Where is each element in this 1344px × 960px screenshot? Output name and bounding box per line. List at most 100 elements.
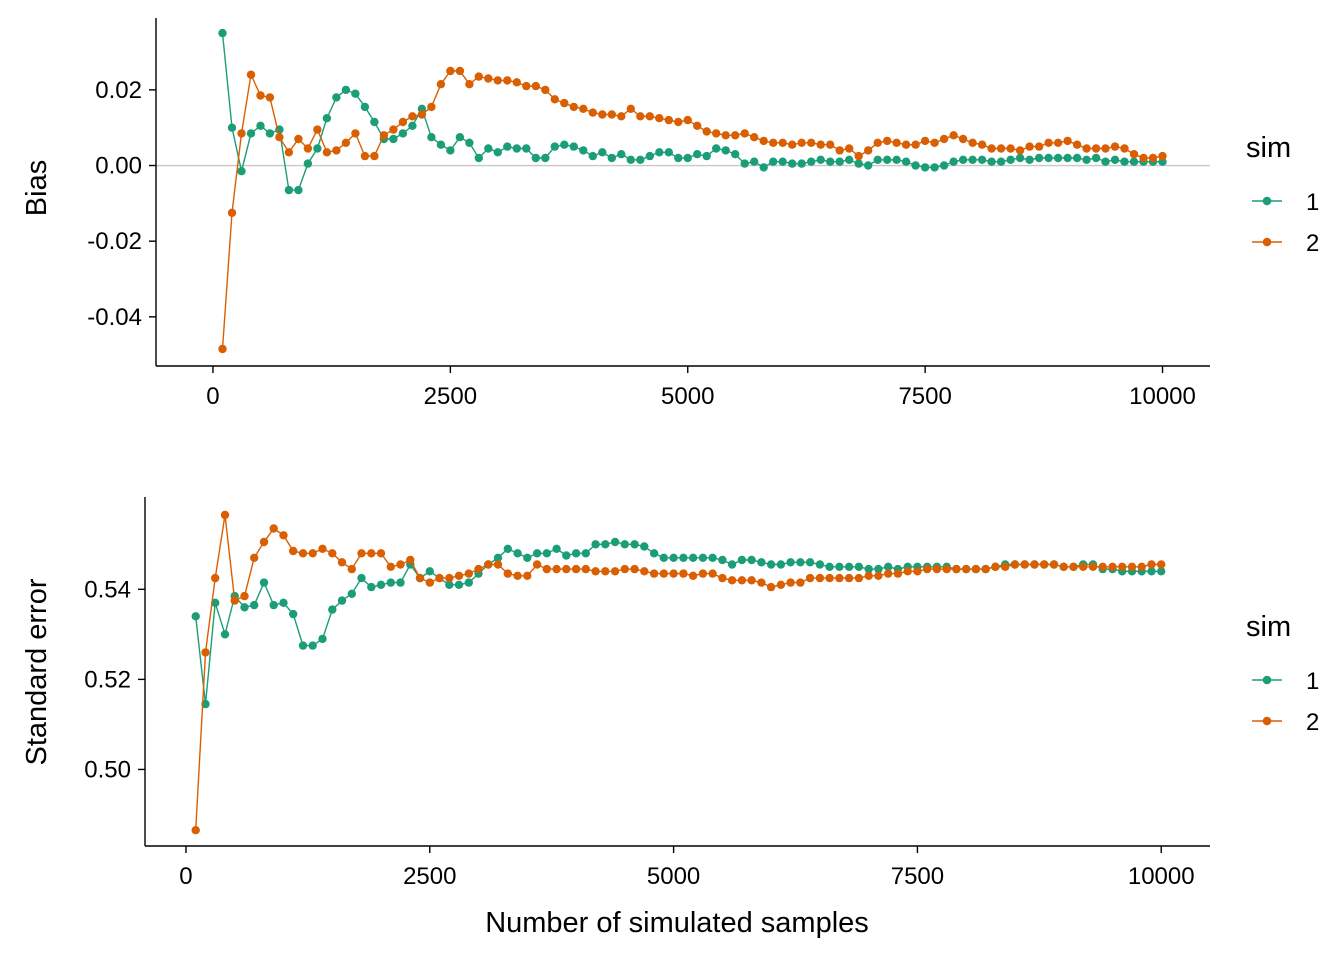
bias-series-2-point — [1120, 144, 1129, 153]
se-series-1-point — [308, 641, 317, 650]
bias-series-1-point — [664, 148, 673, 157]
se-series-2-point — [1069, 562, 1078, 571]
bias-series-2-point — [721, 131, 730, 140]
bias-series-1-point — [484, 144, 493, 153]
se-series-1-point — [581, 549, 590, 558]
bias-series-1-point — [1053, 153, 1063, 163]
bias-series-1-point — [522, 144, 531, 153]
se-series-2-point — [445, 573, 454, 583]
bias-series-2-point — [949, 131, 958, 140]
se-series-1-point — [552, 544, 561, 553]
se-series-2-point — [854, 573, 864, 583]
se-series-2-point — [337, 558, 347, 567]
bias-series-2-point — [655, 114, 664, 123]
se-series-2-point — [298, 549, 308, 558]
se-series-2-point — [454, 571, 464, 580]
se-x-tick-label: 0 — [179, 863, 192, 890]
bias-series-1-point — [655, 148, 664, 157]
bias-series-1-point — [1110, 155, 1120, 164]
se-series-1-point — [425, 567, 434, 576]
se-series-1-point — [445, 580, 454, 589]
se-series-2-point — [532, 560, 542, 569]
se-series-2-point — [1020, 560, 1029, 569]
bias-legend-key-2-point — [1262, 237, 1272, 247]
bias-series-1-point — [854, 159, 863, 168]
se-y-axis-title: Standard error — [21, 578, 53, 765]
bias-series-1-point — [864, 161, 873, 170]
se-series-1-point — [542, 549, 551, 558]
se-series-2-point — [1010, 560, 1020, 569]
se-series-2-point — [688, 571, 698, 580]
bias-series-1-point — [1101, 157, 1110, 166]
bias-series-2-point — [920, 136, 930, 146]
se-series-2-point — [1127, 562, 1137, 571]
se-series-1-point — [191, 612, 200, 621]
bias-series-2-point — [958, 134, 968, 144]
se-series-2-point — [240, 591, 249, 601]
bias-series-1-point — [636, 155, 645, 164]
se-series-2-point — [1157, 560, 1166, 569]
bias-series-2-point — [1053, 138, 1063, 147]
se-series-2-point — [913, 567, 922, 576]
bias-series-1-point — [987, 157, 996, 166]
bias-series-1-point — [284, 185, 294, 195]
se-series-1-point — [220, 630, 230, 639]
bias-series-1-point — [901, 157, 911, 166]
bias-series-1-point — [256, 121, 265, 130]
bias-series-1-point — [920, 163, 930, 172]
se-series-1-point — [1157, 567, 1166, 576]
se-series-1-point — [610, 537, 620, 547]
se-series-2-point — [991, 562, 1000, 571]
se-series-1-point — [708, 553, 717, 562]
bias-series-1-point — [398, 129, 408, 138]
se-series-2-point — [464, 569, 473, 578]
bias-series-2-point — [607, 110, 616, 119]
bias-series-1-point — [503, 142, 512, 151]
se-series-2-point — [386, 562, 395, 571]
se-legend-key-2-point — [1262, 716, 1272, 726]
se-series-1-point — [250, 600, 259, 610]
se-series-1-point — [757, 558, 766, 567]
standard-error-panel: 0 2500 5000 7500 10000 0.50 0.52 0.54 Standard … — [21, 497, 1319, 939]
bias-series-1-point — [474, 153, 483, 163]
bias-series-1-point — [769, 157, 778, 166]
bias-series-2-point — [977, 140, 987, 149]
se-series-2-point — [279, 531, 288, 540]
se-series-1-point — [718, 555, 727, 565]
bias-series-1-point — [731, 150, 740, 159]
se-series-2-point — [347, 564, 356, 574]
bias-series-2-point — [769, 138, 778, 147]
se-series-2-point — [211, 573, 220, 583]
bias-series-2-point — [427, 102, 436, 112]
se-series-2-point — [932, 564, 942, 574]
se-series-1-point — [796, 558, 805, 567]
se-series-1-point — [649, 549, 659, 558]
bias-series-1-point — [332, 93, 341, 102]
se-series-1-point — [493, 553, 503, 562]
bias-series-2-point — [294, 134, 303, 144]
bias-series-1-point — [389, 134, 398, 144]
bias-series-2-point — [436, 80, 446, 89]
se-y-tick-label: 0.52 — [84, 666, 131, 693]
bias-series-2-point — [227, 208, 237, 217]
bias-series-1-point — [227, 123, 237, 132]
bias-series-1-point — [560, 140, 569, 149]
se-series-1-point — [815, 560, 825, 569]
bias-series-2-point — [731, 131, 740, 140]
se-series-2-point — [493, 560, 503, 569]
bias-series-1-point — [370, 117, 379, 127]
se-series-1-point — [211, 598, 220, 607]
bias-series-1-point — [996, 157, 1006, 166]
se-series-2-point — [679, 569, 688, 578]
se-series-2-point — [415, 573, 425, 583]
se-series-2-point — [776, 580, 786, 589]
se-legend: sim 1 2 — [1246, 611, 1319, 736]
se-series-2-point — [942, 564, 951, 574]
bias-series-2-point — [484, 74, 493, 83]
se-plot-marks: 0 2500 5000 7500 10000 0.50 0.52 0.54 — [84, 497, 1210, 890]
bias-series-1-point — [436, 140, 446, 149]
se-series-1-point — [503, 544, 512, 553]
se-x-tick-label: 7500 — [891, 863, 944, 890]
bias-x-tick-label: 0 — [206, 383, 219, 410]
